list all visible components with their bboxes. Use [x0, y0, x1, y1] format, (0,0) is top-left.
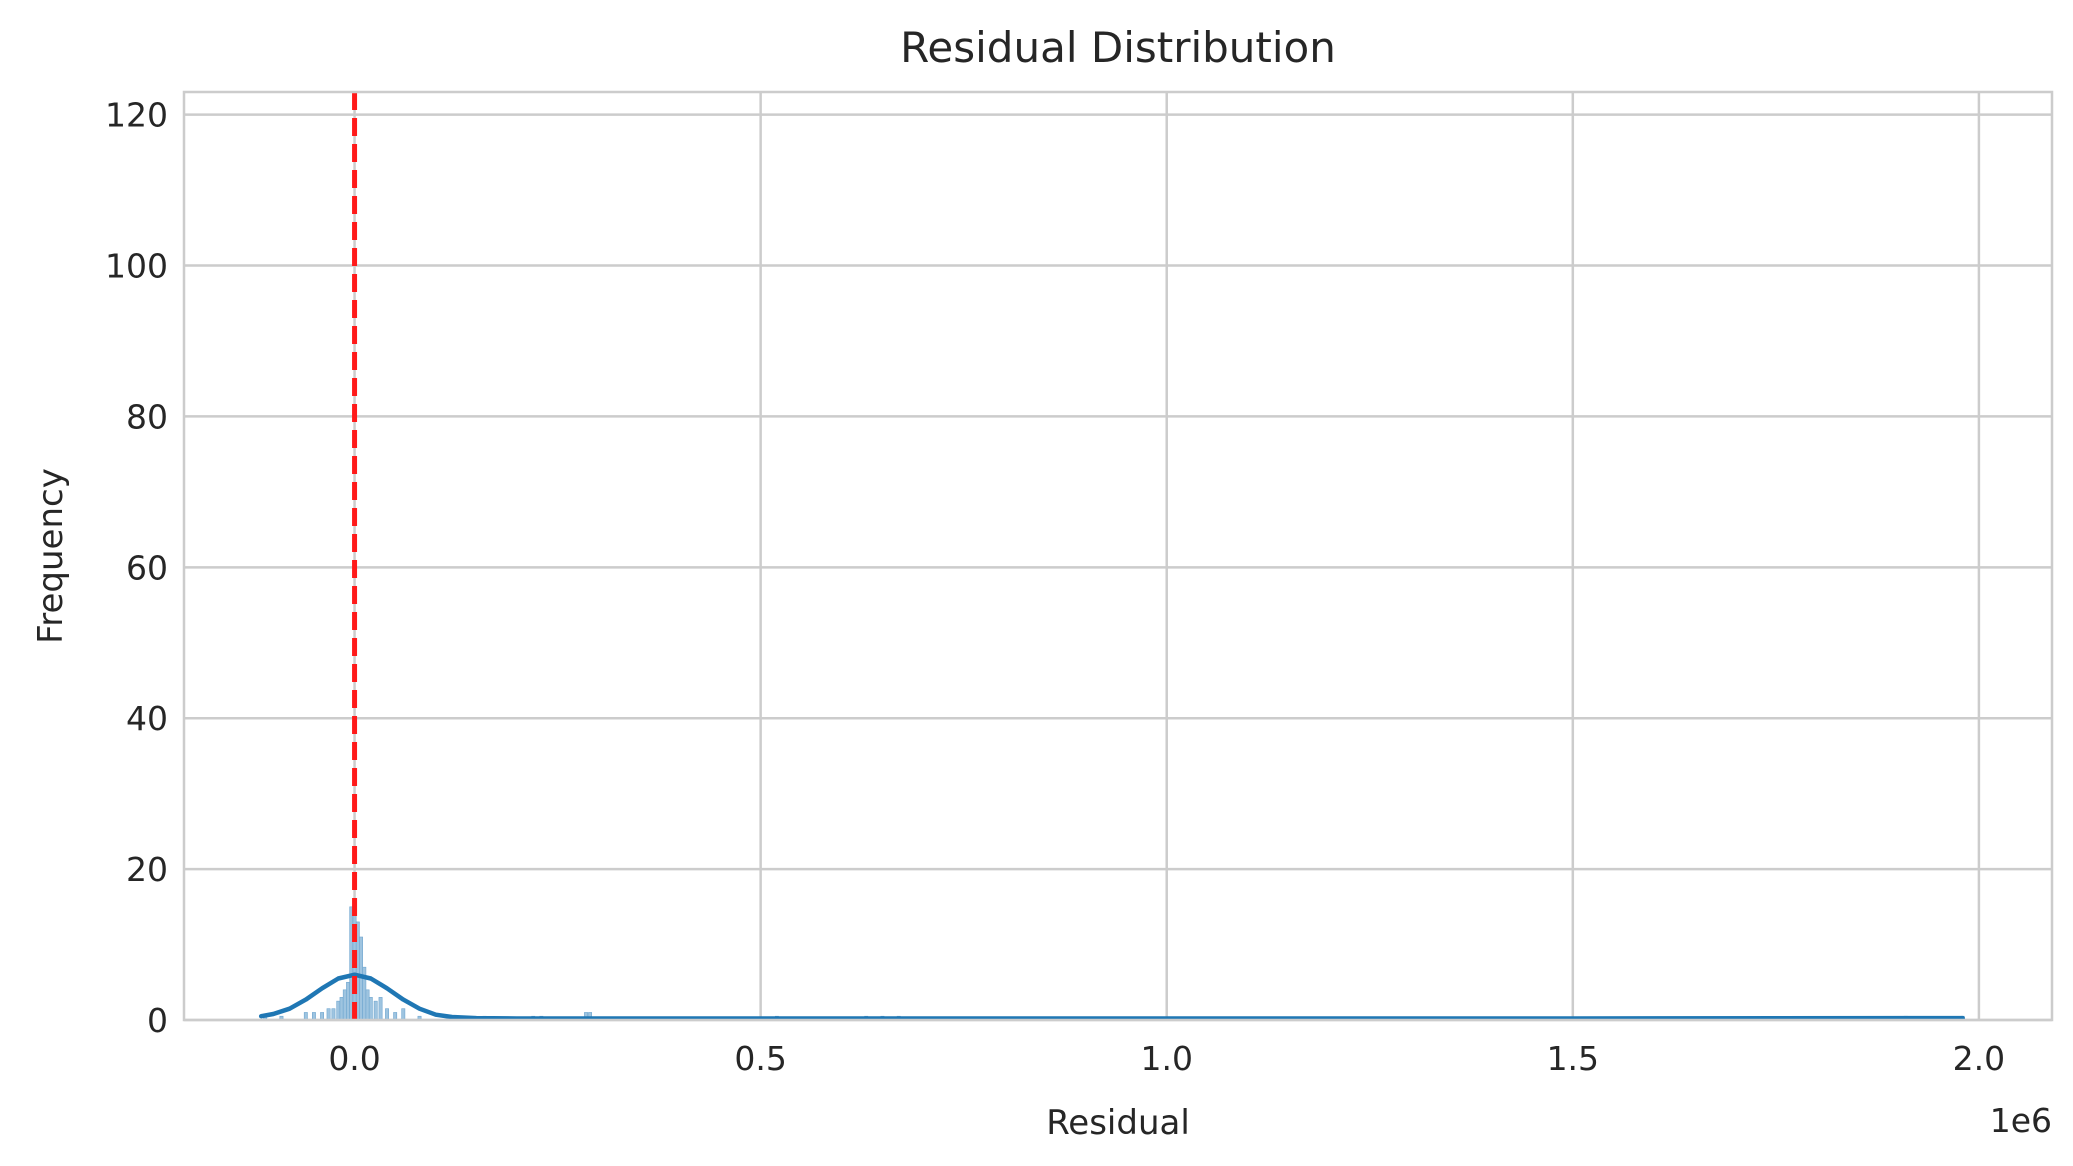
- y-tick-label: 20: [126, 850, 168, 889]
- kde-curve-layer: [258, 972, 1965, 1021]
- x-tick-label: 1.0: [1140, 1039, 1192, 1078]
- histogram-bar: [339, 997, 344, 1021]
- histogram-bar: [326, 1008, 331, 1021]
- histogram-bar: [373, 1000, 378, 1021]
- histogram-bar: [385, 1008, 389, 1021]
- y-tick-label: 100: [105, 247, 168, 286]
- y-tick-label: 80: [126, 397, 168, 436]
- x-axis-label: Residual: [1046, 1103, 1190, 1143]
- y-tick-label: 120: [105, 96, 168, 135]
- tick-labels: 0.0 0.5 1.0 1.5 2.0 0 20 40 60 80 100 120: [105, 96, 2005, 1078]
- histogram-bar: [346, 981, 350, 1021]
- y-tick-label: 60: [126, 548, 168, 587]
- y-tick-label: 0: [147, 1001, 168, 1040]
- histogram-bar: [378, 997, 383, 1021]
- plot-frame: [182, 90, 2054, 1022]
- x-tick-label: 0.5: [734, 1039, 786, 1078]
- x-axis-offset-label: 1e6: [1990, 1101, 2052, 1140]
- x-tick-label: 0.0: [328, 1039, 380, 1078]
- histogram-bar: [331, 1008, 336, 1021]
- y-axis-label: Frequency: [31, 468, 71, 644]
- histogram-bar: [336, 1000, 341, 1021]
- histogram-bar: [401, 1008, 406, 1021]
- x-tick-label: 1.5: [1547, 1039, 1599, 1078]
- chart-title: Residual Distribution: [900, 23, 1336, 72]
- histogram-bar: [368, 997, 373, 1021]
- histogram-bar: [342, 989, 347, 1021]
- histogram-bar: [365, 989, 370, 1021]
- x-tick-label: 2.0: [1953, 1039, 2005, 1078]
- y-tick-label: 40: [126, 699, 168, 738]
- kde-curve: [258, 972, 1965, 1021]
